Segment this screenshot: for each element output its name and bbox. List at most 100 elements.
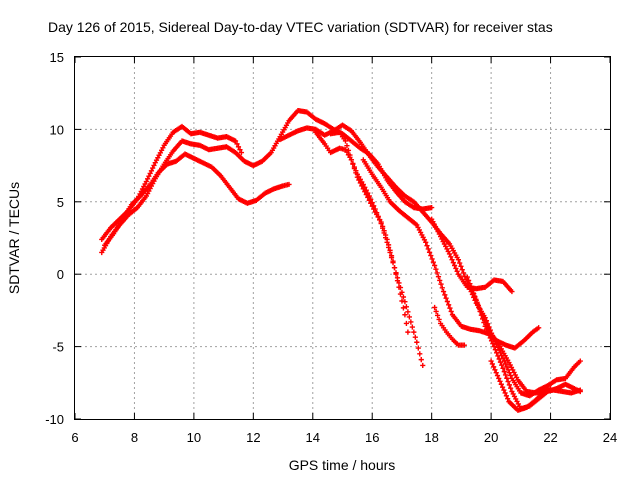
data-point [351,165,357,172]
data-point [347,152,353,158]
x-tick-label: 24 [603,430,617,445]
x-tick-labels: 6 8 10 12 14 16 18 20 22 24 [71,430,617,445]
x-tick-label: 22 [543,430,557,445]
data-point [448,308,454,315]
data-point [473,296,479,302]
data-point [497,359,504,365]
data-point [484,322,490,329]
data-point [444,298,450,305]
data-point [371,206,377,212]
x-tick-label: 10 [187,430,201,445]
data-point [505,378,511,385]
data-point [150,165,156,171]
data-point [380,223,386,230]
data-point [360,186,366,192]
data-point [488,338,495,344]
data-point [402,312,408,318]
data-point [454,268,460,274]
data-point [406,314,412,320]
data-point [577,358,583,364]
data-point [365,194,371,201]
series-track-9 [429,216,515,295]
data-point [493,370,499,376]
data-point [384,236,390,243]
series-track-12 [488,358,554,413]
y-tick-label: 5 [57,195,64,210]
data-point [474,299,480,305]
data-point [405,329,411,335]
data-point [363,191,369,198]
data-point [494,350,500,356]
series-track-2 [102,151,292,248]
data-point [390,258,396,264]
data-point [492,367,498,373]
data-point [387,247,393,253]
data-point [357,180,363,186]
data-point [286,181,292,188]
data-point [501,387,507,393]
data-point [478,309,484,315]
x-tick-label: 16 [365,430,379,445]
data-point [237,147,243,153]
data-point [506,382,512,388]
series-track-8 [432,304,467,348]
data-point [430,259,436,265]
data-point [400,305,407,311]
y-tick-label: 10 [50,122,64,137]
data-point [424,243,430,249]
data-point [354,174,360,180]
data-points [99,107,583,413]
x-tick-label: 8 [131,430,138,445]
data-point [471,293,478,299]
data-point [382,232,389,238]
data-point [536,325,542,331]
data-point [495,353,501,359]
series-track-6 [328,129,411,335]
data-point [412,334,418,340]
data-point [433,308,439,315]
data-point [547,385,554,392]
data-point [494,372,501,379]
data-point [504,375,510,381]
data-point [491,344,497,350]
axis-ticks [74,56,611,420]
data-point [485,325,492,331]
x-tick-label: 20 [484,430,498,445]
data-point [487,328,493,334]
data-point [143,178,149,185]
grid-lines [75,57,610,419]
data-point [450,260,456,266]
data-point [492,347,498,353]
data-point [435,312,441,319]
series-track-4 [277,122,583,399]
data-point [466,277,472,284]
data-point [503,393,509,399]
data-point [448,254,454,260]
data-point [453,265,459,272]
data-point [502,361,509,367]
data-point [489,361,495,367]
data-point [369,203,375,209]
data-point [353,170,359,176]
data-point [432,262,438,269]
data-point [449,257,455,263]
data-point [501,358,507,364]
data-point [500,365,506,371]
y-tick-label: -10 [45,412,64,427]
data-point [145,176,151,182]
data-point [414,339,420,345]
data-point [469,287,476,293]
data-point [505,396,511,402]
x-tick-label: 6 [71,430,78,445]
data-point [151,162,157,168]
data-point [238,149,245,156]
data-point [402,299,408,305]
data-point [467,281,473,287]
data-point [464,274,470,280]
data-point [345,147,352,153]
data-point [403,320,410,327]
y-axis-title: SDTVAR / TECUs [6,182,22,294]
data-point [443,295,449,301]
data-point [388,253,395,259]
data-point [391,265,398,271]
